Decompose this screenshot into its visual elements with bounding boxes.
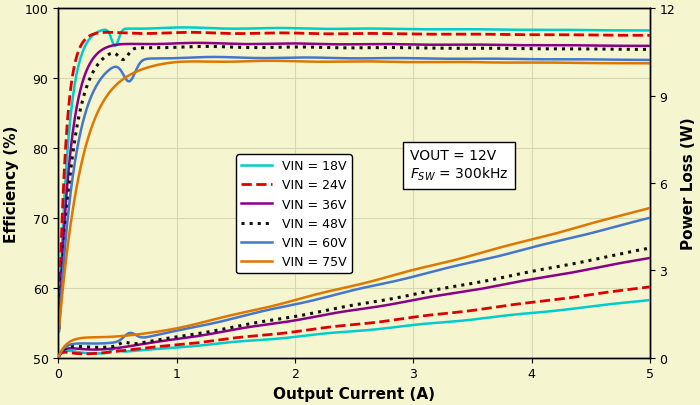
- VIN = 48V: [55, 327, 63, 332]
- VIN = 36V: [645, 44, 654, 49]
- VIN = 36V: [208, 42, 216, 47]
- Line: VIN = 24V: VIN = 24V: [59, 33, 650, 326]
- Line: VIN = 48V: VIN = 48V: [59, 47, 650, 329]
- Y-axis label: Efficiency (%): Efficiency (%): [4, 125, 19, 242]
- VIN = 75V: [267, 59, 275, 64]
- VIN = 60V: [160, 57, 168, 62]
- VIN = 75V: [404, 60, 412, 65]
- VIN = 18V: [500, 28, 509, 33]
- VIN = 48V: [450, 47, 459, 51]
- VIN = 18V: [323, 28, 331, 32]
- VIN = 75V: [160, 62, 168, 67]
- VIN = 36V: [160, 43, 168, 47]
- VIN = 24V: [104, 31, 113, 36]
- VIN = 18V: [181, 26, 190, 31]
- VIN = 60V: [500, 57, 509, 62]
- VIN = 48V: [500, 47, 509, 52]
- VIN = 36V: [404, 43, 412, 48]
- VIN = 36V: [193, 41, 201, 46]
- VIN = 24V: [450, 32, 459, 37]
- Line: VIN = 36V: VIN = 36V: [59, 44, 650, 330]
- VIN = 60V: [206, 55, 215, 60]
- VIN = 24V: [160, 32, 169, 36]
- Line: VIN = 18V: VIN = 18V: [59, 28, 650, 332]
- Line: VIN = 60V: VIN = 60V: [59, 58, 650, 331]
- VIN = 36V: [323, 43, 331, 47]
- VIN = 48V: [323, 46, 331, 51]
- Legend: VIN = 18V, VIN = 24V, VIN = 36V, VIN = 48V, VIN = 60V, VIN = 75V: VIN = 18V, VIN = 24V, VIN = 36V, VIN = 4…: [236, 155, 352, 274]
- VIN = 60V: [645, 58, 654, 63]
- Text: VOUT = 12V
$F_{SW}$ = 300kHz: VOUT = 12V $F_{SW}$ = 300kHz: [410, 149, 509, 183]
- VIN = 18V: [55, 330, 63, 335]
- VIN = 18V: [450, 28, 459, 32]
- VIN = 36V: [55, 328, 63, 333]
- VIN = 36V: [450, 43, 459, 48]
- VIN = 24V: [645, 34, 654, 39]
- VIN = 60V: [211, 55, 219, 60]
- VIN = 24V: [404, 32, 412, 37]
- VIN = 75V: [450, 60, 459, 65]
- VIN = 60V: [55, 328, 63, 333]
- VIN = 18V: [404, 28, 412, 32]
- VIN = 75V: [645, 62, 654, 66]
- VIN = 75V: [323, 60, 331, 65]
- X-axis label: Output Current (A): Output Current (A): [273, 386, 435, 401]
- VIN = 48V: [208, 45, 216, 50]
- VIN = 24V: [208, 31, 216, 36]
- VIN = 60V: [450, 57, 459, 62]
- VIN = 48V: [202, 45, 210, 50]
- VIN = 24V: [55, 324, 63, 329]
- VIN = 75V: [206, 60, 215, 65]
- VIN = 18V: [208, 27, 216, 32]
- VIN = 18V: [645, 29, 654, 34]
- Y-axis label: Power Loss (W): Power Loss (W): [681, 117, 696, 249]
- VIN = 18V: [160, 26, 168, 31]
- VIN = 24V: [500, 33, 509, 38]
- VIN = 48V: [404, 46, 412, 51]
- VIN = 24V: [323, 32, 331, 37]
- Line: VIN = 75V: VIN = 75V: [59, 62, 650, 330]
- VIN = 60V: [404, 57, 412, 62]
- VIN = 60V: [323, 56, 331, 61]
- VIN = 75V: [55, 328, 63, 333]
- VIN = 48V: [160, 46, 168, 51]
- VIN = 75V: [500, 61, 509, 66]
- VIN = 48V: [645, 48, 654, 53]
- VIN = 36V: [500, 43, 509, 48]
